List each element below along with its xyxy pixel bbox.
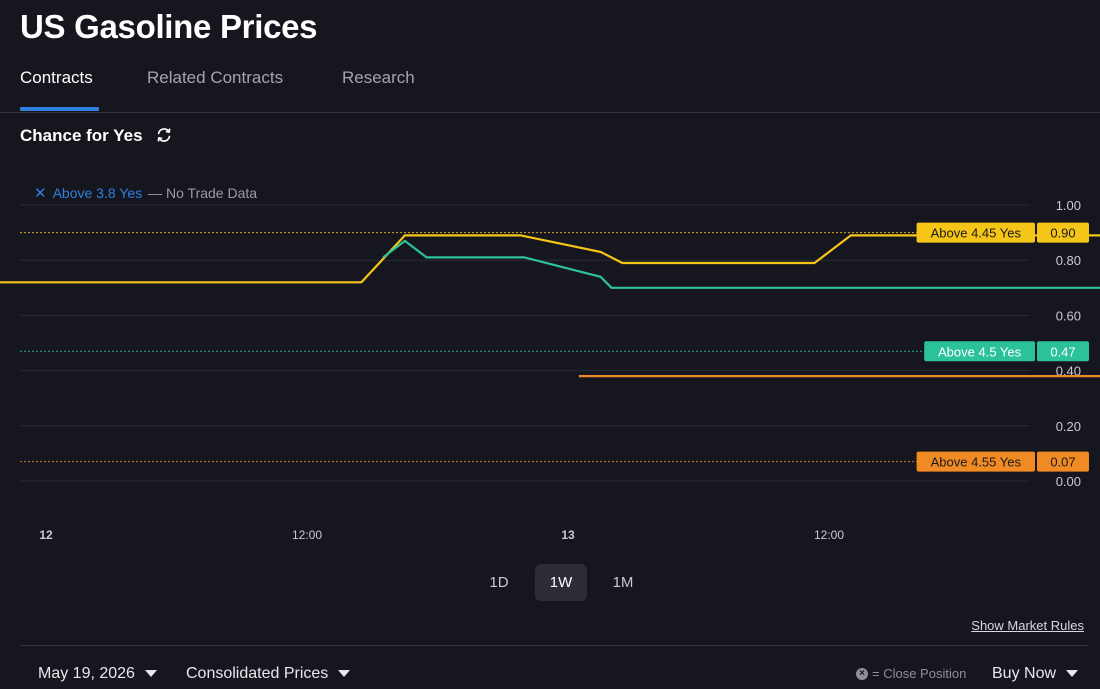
- series-end-label: Above 4.45 Yes: [931, 226, 1022, 241]
- tab-bar: Contracts Related Contracts Research: [0, 62, 1100, 113]
- price-mode-dropdown[interactable]: Consolidated Prices: [186, 665, 351, 683]
- show-market-rules-link[interactable]: Show Market Rules: [971, 618, 1084, 633]
- series-tag-bg: [916, 451, 1035, 472]
- series-value-label: 0.47: [1050, 344, 1075, 359]
- x-tick-label: 12:00: [292, 528, 322, 542]
- chevron-down-icon: [1066, 670, 1079, 678]
- buy-now-label: Buy Now: [992, 665, 1057, 682]
- y-tick-label: 0.20: [1056, 419, 1081, 434]
- range-1w-button[interactable]: 1W: [535, 564, 587, 601]
- range-1d-button[interactable]: 1D: [489, 574, 509, 591]
- series-end-label: Above 4.5 Yes: [938, 344, 1022, 359]
- value-tag-bg: [1037, 341, 1089, 362]
- date-label: May 19, 2026: [38, 665, 135, 682]
- series-line-1: [382, 239, 1100, 289]
- hidden-series-name[interactable]: Above 3.8 Yes: [52, 185, 143, 201]
- range-1m-button[interactable]: 1M: [612, 574, 634, 591]
- series-value-label: 0.07: [1050, 455, 1075, 470]
- series-line-2: [578, 375, 1100, 378]
- y-tick-label: 1.00: [1056, 198, 1081, 213]
- tab-research[interactable]: Research: [342, 68, 415, 87]
- y-tick-label: 0.00: [1056, 474, 1081, 489]
- x-tick-label: 13: [561, 528, 575, 542]
- series-value-label: 0.90: [1050, 226, 1075, 241]
- close-position-legend: × = Close Position: [856, 666, 966, 681]
- tab-contracts[interactable]: Contracts: [20, 68, 93, 87]
- price-mode-label: Consolidated Prices: [186, 665, 329, 682]
- chevron-down-icon: [144, 670, 157, 678]
- close-position-icon: ×: [856, 667, 868, 680]
- hidden-series-note: — No Trade Data: [148, 185, 258, 201]
- close-position-label: = Close Position: [872, 666, 967, 681]
- value-tag-bg: [1037, 451, 1089, 472]
- hidden-series-legend: ✕ Above 3.8 Yes — No Trade Data: [34, 184, 257, 202]
- close-icon[interactable]: ✕: [34, 185, 47, 202]
- chevron-down-icon: [338, 670, 351, 678]
- price-chart[interactable]: 1.000.800.600.400.200.001212:001312:0015…: [0, 190, 1100, 550]
- time-range-selector: 1D 1W 1M: [473, 564, 649, 601]
- active-tab-indicator: [20, 107, 99, 111]
- refresh-icon[interactable]: [155, 126, 173, 144]
- value-tag-bg: [1037, 222, 1089, 243]
- buy-now-dropdown[interactable]: Buy Now: [992, 665, 1079, 683]
- y-tick-label: 0.80: [1056, 253, 1081, 268]
- tab-related-contracts[interactable]: Related Contracts: [147, 68, 284, 87]
- footer-bar: May 19, 2026 Consolidated Prices × = Clos…: [0, 658, 1100, 689]
- date-dropdown[interactable]: May 19, 2026: [38, 665, 157, 683]
- page-title: US Gasoline Prices: [20, 8, 318, 45]
- series-end-label: Above 4.55 Yes: [931, 455, 1022, 470]
- chance-for-yes-heading: Chance for Yes: [20, 126, 143, 145]
- x-tick-label: 12: [39, 528, 53, 542]
- x-tick-label: 12:00: [814, 528, 844, 542]
- y-tick-label: 0.40: [1056, 364, 1081, 379]
- y-tick-label: 0.60: [1056, 308, 1081, 323]
- series-tag-bg: [916, 222, 1035, 243]
- series-tag-bg: [924, 341, 1035, 362]
- divider: [20, 645, 1088, 646]
